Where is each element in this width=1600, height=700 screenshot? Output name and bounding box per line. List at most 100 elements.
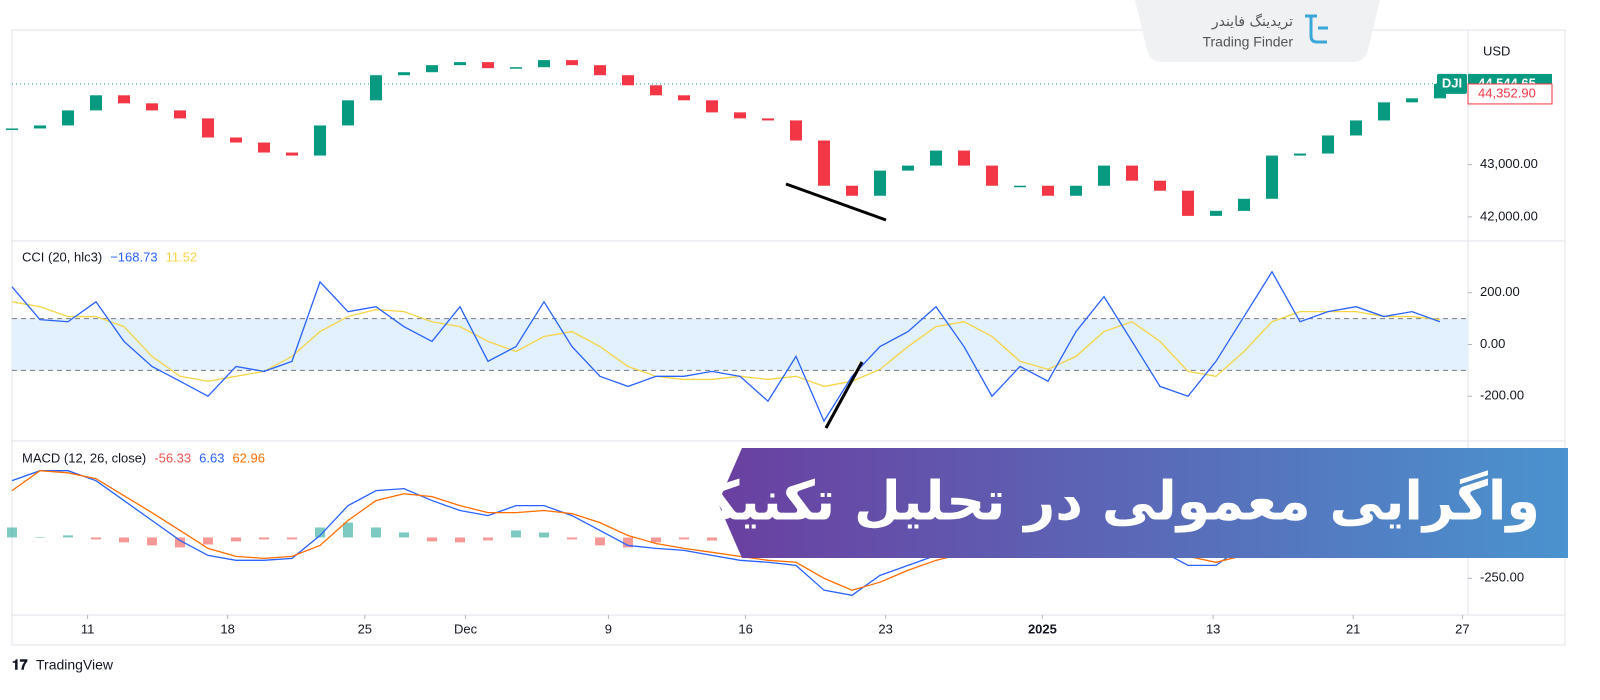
candle [258, 142, 270, 153]
candle [1014, 185, 1026, 188]
candle [1070, 185, 1082, 196]
logo-en: Trading Finder [1202, 34, 1293, 50]
x-tick-label: 2025 [1028, 621, 1057, 636]
candle [1182, 190, 1194, 216]
platform-name: TradingView [36, 657, 114, 673]
cci-line [11, 270, 1441, 423]
x-tick-label: 27 [1455, 621, 1469, 636]
histogram-bar [399, 532, 409, 538]
candle [1154, 180, 1166, 191]
candle [706, 100, 718, 113]
macd-line [11, 470, 1441, 591]
histogram-bar [595, 537, 605, 546]
candle [426, 65, 438, 73]
candle [1042, 185, 1054, 196]
candle [286, 152, 298, 156]
indicator-value: −168.73 [110, 249, 157, 264]
banner [718, 448, 1568, 558]
logo-fa: تریدینگ فایندر [1211, 13, 1293, 30]
histogram-bar [91, 537, 101, 540]
banner-title: واگرایی معمولی در تحلیل تکنیکال [641, 470, 1540, 533]
candle [734, 112, 746, 119]
histogram-bar [7, 527, 17, 538]
candle [62, 110, 74, 126]
candle [1098, 165, 1110, 186]
prev-close-label: 44,352.90 [1478, 85, 1536, 100]
candle [1294, 153, 1306, 156]
histogram-bar [203, 537, 213, 545]
candle [370, 75, 382, 101]
histogram-bar [147, 537, 157, 546]
y-tick-label: 43,000.00 [1480, 156, 1538, 171]
candle [622, 75, 634, 86]
symbol-label: DJI [1442, 75, 1462, 90]
x-tick-label: 25 [358, 621, 372, 636]
indicator-value: 11.52 [166, 249, 198, 264]
candle [1322, 135, 1334, 154]
candle [510, 67, 522, 69]
indicator-value: -56.33 [154, 450, 191, 465]
y-tick-label: 42,000.00 [1480, 208, 1538, 223]
candle [34, 125, 46, 129]
histogram-bar [35, 537, 45, 538]
candle [342, 100, 354, 126]
candle [6, 128, 18, 130]
histogram-bar [651, 537, 661, 543]
histogram-bar [707, 537, 717, 541]
y-tick-label: 200.00 [1480, 284, 1520, 299]
candle [790, 120, 802, 141]
candle [1406, 98, 1418, 103]
x-tick-label: Dec [454, 621, 478, 636]
candle [958, 150, 970, 166]
indicator-value: 62.96 [232, 450, 265, 465]
y-tick-label: 0.00 [1480, 336, 1505, 351]
candle [986, 165, 998, 186]
band-fill [12, 318, 1468, 371]
candle [762, 118, 774, 121]
candle [846, 185, 858, 196]
candle [930, 150, 942, 166]
histogram-bar [623, 537, 633, 548]
histogram-bar [371, 527, 381, 538]
candle [902, 165, 914, 171]
x-tick-label: 11 [81, 621, 95, 636]
candle [1378, 102, 1390, 121]
candle [1210, 210, 1222, 216]
candle [398, 72, 410, 76]
candle [118, 95, 130, 104]
divergence-line [785, 182, 887, 222]
histogram-bar [511, 530, 521, 538]
candle [650, 85, 662, 96]
histogram-bar [679, 537, 689, 540]
histogram-bar [287, 537, 297, 540]
logo-icon [1305, 14, 1328, 44]
candle [314, 125, 326, 156]
histogram-bar [539, 532, 549, 538]
indicator-title: MACD (12, 26, close) [22, 450, 146, 465]
candle [1266, 155, 1278, 199]
candle [874, 170, 886, 196]
histogram-bar [427, 537, 437, 542]
histogram-bar [343, 522, 353, 538]
candle [1238, 198, 1250, 211]
candle [678, 95, 690, 101]
logo-tab [1135, 0, 1380, 62]
candle [482, 62, 494, 69]
candle [1126, 165, 1138, 181]
histogram-bar [455, 537, 465, 543]
cci-line [11, 301, 1441, 388]
candle [230, 137, 242, 143]
candle [146, 103, 158, 111]
x-tick-label: 18 [220, 621, 234, 636]
currency-label: USD [1483, 43, 1510, 58]
candle [538, 60, 550, 68]
candle [174, 110, 186, 119]
y-tick-label: -250.00 [1480, 570, 1524, 585]
x-tick-label: 23 [878, 621, 892, 636]
candle [454, 62, 466, 66]
candle [566, 60, 578, 66]
histogram-bar [63, 535, 73, 538]
symbol-box [1437, 73, 1467, 94]
histogram-bar [483, 537, 493, 541]
